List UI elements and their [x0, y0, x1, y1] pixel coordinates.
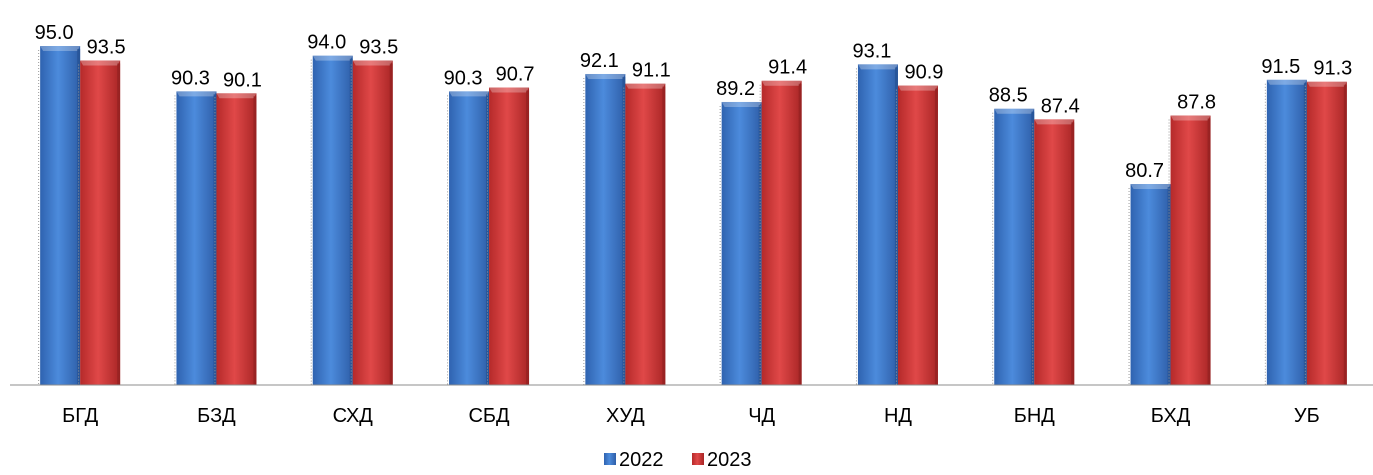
- bar-2023-СХД: [352, 60, 393, 385]
- data-label: 90.9: [904, 62, 943, 84]
- bar-side-shade: [934, 88, 938, 385]
- bar-top-bevel: [176, 91, 217, 97]
- legend-swatch-2023: [692, 453, 704, 465]
- data-label: 87.4: [1041, 95, 1080, 117]
- data-labels-group: 95.0 93.5 90.3 90.1 94.0 93.5 90.3 90.7 92.1 91.1…: [35, 22, 1353, 182]
- x-tick-label: СБД: [468, 405, 510, 427]
- data-label: 88.5: [989, 85, 1028, 107]
- bar-side-shade: [389, 63, 393, 385]
- bar-side-shade: [486, 94, 490, 386]
- bar-top-bevel: [352, 60, 393, 66]
- x-axis-ticks: БГД БЗД СХД СБД ХУД ЧД НД БНД БХД УБ: [62, 405, 1320, 427]
- bar-side-shade: [1303, 82, 1307, 386]
- bar-side-shade: [894, 67, 898, 385]
- bar-side-shade: [213, 94, 217, 386]
- bar-top-bevel: [1034, 119, 1075, 125]
- bars-group: [38, 46, 1347, 386]
- bar-2023-НД: [897, 85, 938, 385]
- bar-top-bevel: [312, 55, 353, 61]
- bar-top-bevel: [625, 83, 666, 89]
- data-label: 91.4: [768, 57, 807, 79]
- data-label: 91.3: [1313, 58, 1352, 80]
- data-label: 90.3: [444, 67, 483, 89]
- bar-top-bevel: [449, 91, 490, 97]
- bar-side-shade: [1071, 122, 1075, 386]
- data-label: 87.8: [1177, 91, 1216, 113]
- bar-side-shade: [662, 86, 666, 386]
- bar-2022-БХД: [1130, 184, 1171, 385]
- bar-side-shade: [1167, 187, 1171, 385]
- bar-2023-БХД: [1170, 115, 1211, 386]
- bar-2023-БНД: [1034, 119, 1075, 386]
- legend-swatch-2022: [604, 453, 616, 465]
- bar-side-shade: [77, 49, 81, 385]
- bar-side-shade: [349, 58, 353, 385]
- data-label: 95.0: [35, 22, 74, 44]
- bar-side-shade: [758, 104, 762, 385]
- x-tick-label: БХД: [1151, 405, 1191, 427]
- bar-2022-СХД: [312, 55, 353, 385]
- data-label: 90.1: [223, 69, 262, 91]
- bar-top-bevel: [585, 73, 626, 79]
- bar-side-shade: [798, 83, 802, 385]
- bar-top-bevel: [1130, 184, 1171, 189]
- bar-2023-ЧД: [761, 80, 802, 385]
- x-tick-label: ЧД: [748, 405, 775, 427]
- bar-2023-ХУД: [625, 83, 666, 386]
- bar-top-bevel: [40, 46, 81, 51]
- bar-top-bevel: [761, 80, 802, 86]
- bar-side-shade: [1031, 111, 1035, 386]
- bar-side-shade: [1343, 84, 1347, 385]
- data-label: 92.1: [580, 50, 619, 72]
- data-label: 93.5: [359, 36, 398, 58]
- bar-side-shade: [622, 76, 626, 385]
- legend-label-2022: 2022: [619, 449, 664, 471]
- bar-2023-УБ: [1306, 81, 1347, 385]
- legend: 2022 2023: [604, 449, 752, 471]
- bar-2022-БЗД: [176, 91, 217, 386]
- x-tick-label: УБ: [1294, 405, 1320, 427]
- bar-2022-СБД: [449, 91, 490, 386]
- x-tick-label: ХУД: [606, 405, 645, 427]
- data-label: 93.1: [852, 40, 891, 62]
- bar-top-bevel: [857, 64, 898, 70]
- bar-2023-БГД: [80, 60, 121, 385]
- bar-2022-УБ: [1266, 79, 1307, 386]
- bar-2022-БНД: [994, 108, 1035, 386]
- bar-side-shade: [117, 63, 121, 385]
- data-label: 90.3: [171, 67, 210, 89]
- x-tick-label: НД: [884, 405, 912, 427]
- bar-top-bevel: [216, 93, 257, 99]
- bar-top-bevel: [1266, 79, 1307, 85]
- bar-2022-ХУД: [585, 73, 626, 385]
- bar-2023-БЗД: [216, 93, 257, 385]
- x-tick-label: БНД: [1014, 405, 1056, 427]
- data-label: 91.1: [632, 60, 671, 82]
- bar-2022-БГД: [40, 46, 81, 385]
- bar-top-bevel: [721, 101, 762, 107]
- x-tick-label: БЗД: [197, 405, 236, 427]
- bar-2023-СБД: [489, 87, 530, 385]
- data-label: 94.0: [307, 32, 346, 54]
- bar-2022-ЧД: [721, 101, 762, 385]
- bar-top-bevel: [80, 60, 121, 66]
- data-label: 93.5: [87, 36, 126, 58]
- data-label: 91.5: [1261, 56, 1300, 78]
- bar-top-bevel: [897, 85, 938, 91]
- bar-top-bevel: [489, 87, 530, 93]
- x-tick-label: СХД: [333, 405, 374, 427]
- bar-side-shade: [1207, 118, 1211, 386]
- legend-label-2023: 2023: [707, 449, 752, 471]
- x-tick-label: БГД: [62, 405, 99, 427]
- bar-2022-НД: [857, 64, 898, 385]
- bar-side-shade: [253, 96, 257, 385]
- bar-top-bevel: [1170, 115, 1211, 121]
- data-label: 90.7: [496, 63, 535, 85]
- bar-side-shade: [526, 90, 530, 385]
- data-label: 80.7: [1125, 160, 1164, 182]
- bar-top-bevel: [994, 108, 1035, 114]
- bar-top-bevel: [1306, 81, 1347, 87]
- data-label: 89.2: [716, 78, 755, 100]
